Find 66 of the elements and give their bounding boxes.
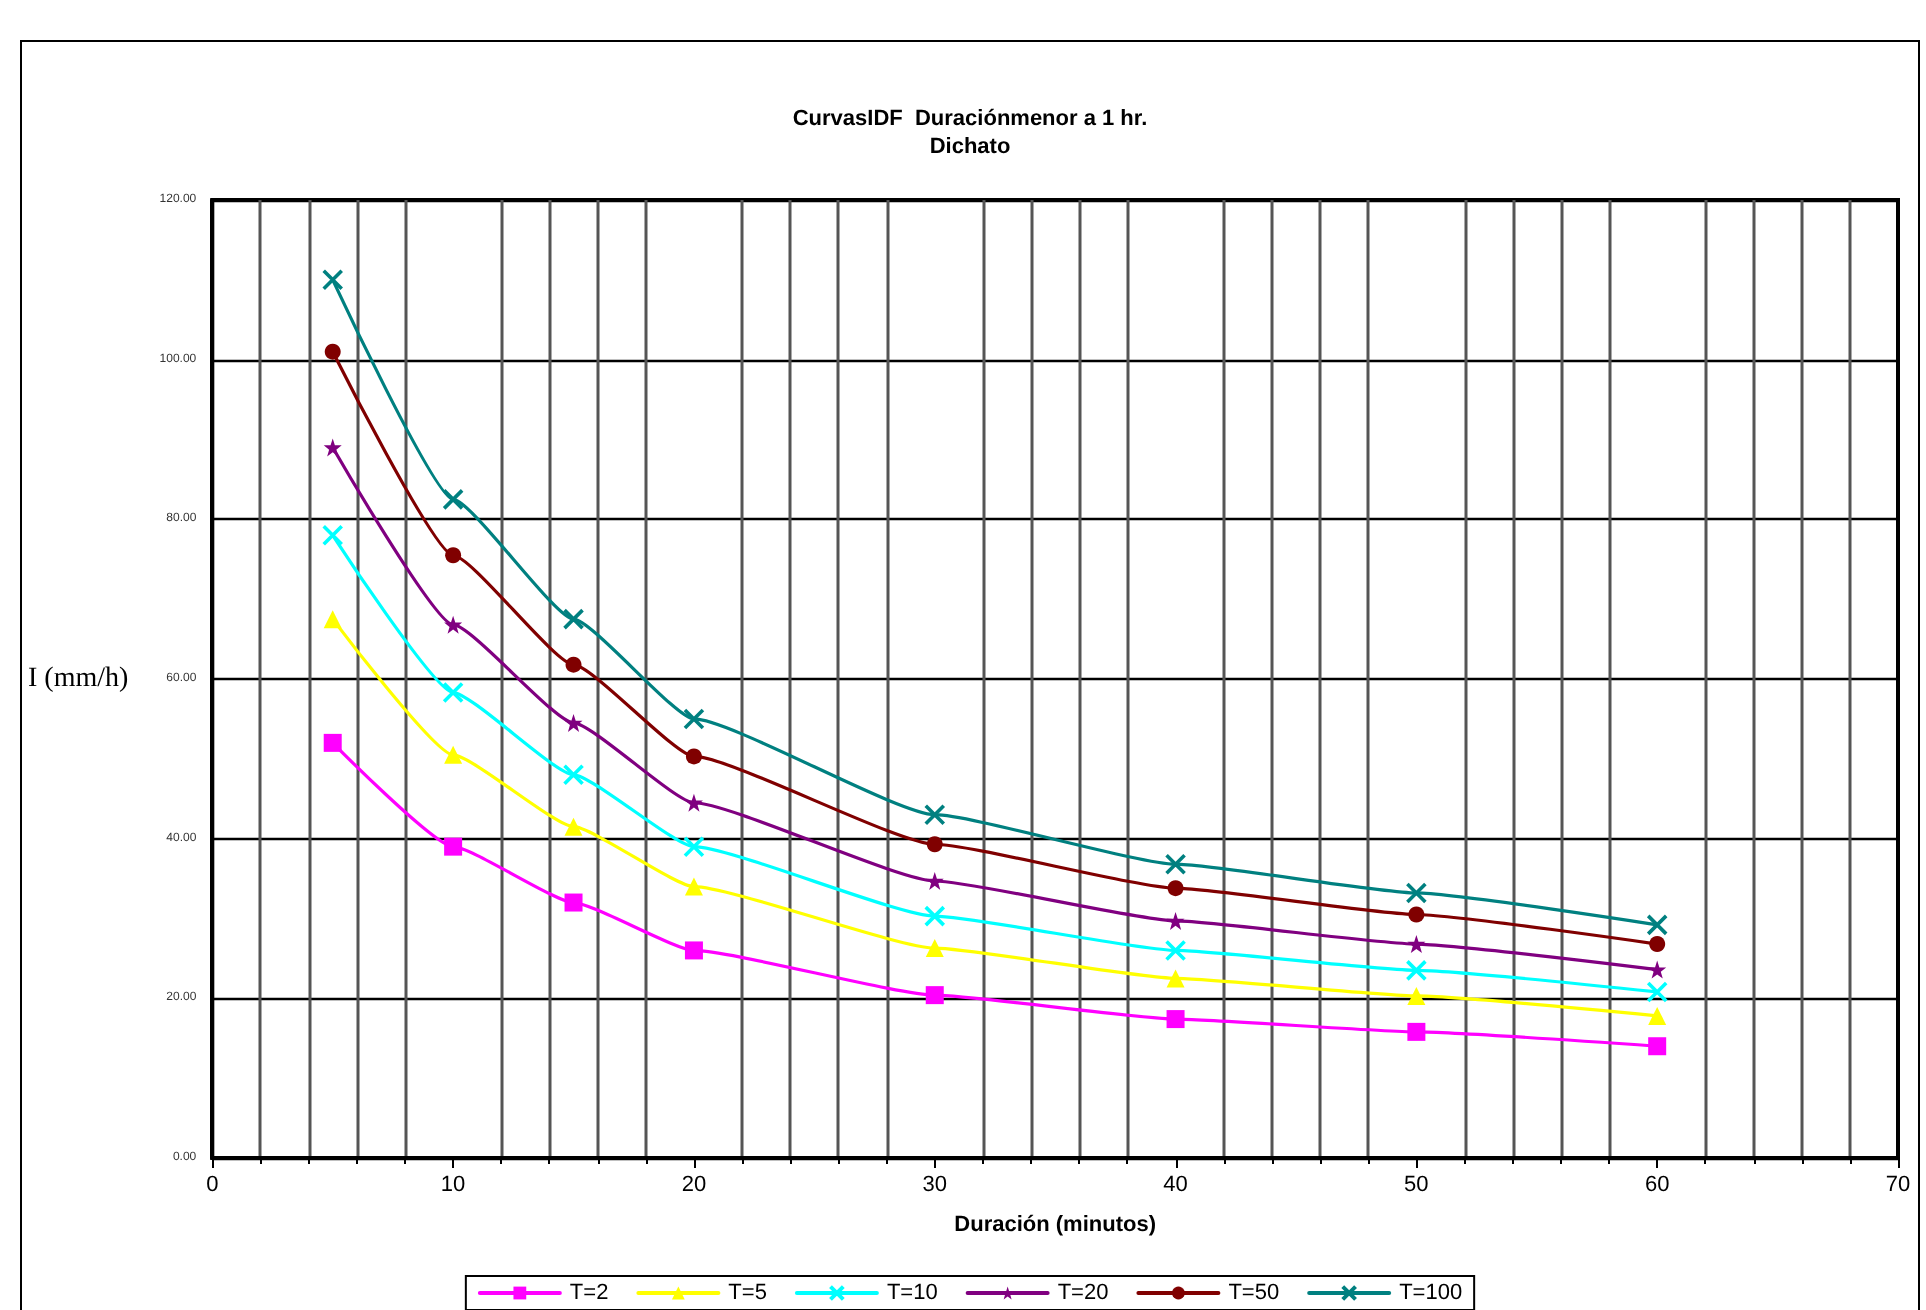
point xyxy=(1649,936,1666,953)
point xyxy=(444,615,463,634)
point xyxy=(564,713,583,732)
legend-label: T=100 xyxy=(1399,1281,1463,1305)
legend-label: T=10 xyxy=(886,1281,938,1305)
point xyxy=(442,488,464,511)
point xyxy=(925,986,944,1005)
point xyxy=(1408,906,1425,923)
point xyxy=(565,656,582,673)
y-axis-title: I (mm/h) xyxy=(28,664,129,694)
point xyxy=(321,524,344,547)
point xyxy=(1166,1010,1185,1029)
x-axis-title: Duración (minutos) xyxy=(954,1213,1157,1237)
point xyxy=(323,438,342,457)
point xyxy=(684,877,703,896)
point xyxy=(684,793,703,812)
point xyxy=(323,610,342,629)
point xyxy=(1648,960,1667,979)
point xyxy=(1648,1006,1667,1025)
legend-label: T=2 xyxy=(569,1281,609,1305)
point xyxy=(685,748,702,765)
point xyxy=(1164,853,1187,876)
chart-title: CurvasIDF Duraciónmenor a 1 hr. xyxy=(792,107,1148,131)
legend-label: T=5 xyxy=(728,1281,767,1305)
point xyxy=(1648,1037,1667,1056)
point xyxy=(324,343,341,360)
point xyxy=(444,837,463,856)
x-tick-label: 30 xyxy=(922,1173,947,1197)
point xyxy=(564,817,583,836)
point xyxy=(684,941,703,960)
x-tick-label: 40 xyxy=(1163,1173,1188,1197)
point xyxy=(562,764,585,786)
legend-label: T=50 xyxy=(1228,1281,1280,1305)
point xyxy=(1166,911,1185,930)
point xyxy=(442,681,464,704)
point xyxy=(1405,882,1428,904)
x-tick-label: 20 xyxy=(681,1173,707,1197)
point xyxy=(1646,981,1668,1003)
x-tick-label: 10 xyxy=(440,1173,466,1197)
point xyxy=(445,547,462,564)
point xyxy=(926,836,943,853)
point xyxy=(1405,959,1428,982)
point xyxy=(1407,935,1426,954)
point xyxy=(444,745,463,764)
point xyxy=(923,803,946,826)
x-tick-label: 50 xyxy=(1404,1173,1429,1197)
point xyxy=(683,835,705,858)
x-tick-label: 60 xyxy=(1644,1173,1670,1197)
point xyxy=(925,871,944,890)
point xyxy=(1646,914,1668,936)
point xyxy=(1407,986,1426,1005)
point xyxy=(1167,880,1184,897)
point xyxy=(564,893,583,912)
legend-label: T=20 xyxy=(1057,1281,1109,1305)
point xyxy=(1407,1022,1426,1041)
point xyxy=(1164,939,1187,962)
point xyxy=(562,608,585,630)
point xyxy=(1166,969,1185,988)
chart-subtitle: Dichato xyxy=(929,135,1011,159)
point xyxy=(683,708,705,730)
x-tick-label: 70 xyxy=(1885,1173,1911,1197)
point xyxy=(323,733,342,752)
point xyxy=(925,939,944,958)
point xyxy=(321,269,344,291)
point xyxy=(923,905,946,927)
x-tick-label: 0 xyxy=(206,1173,219,1197)
